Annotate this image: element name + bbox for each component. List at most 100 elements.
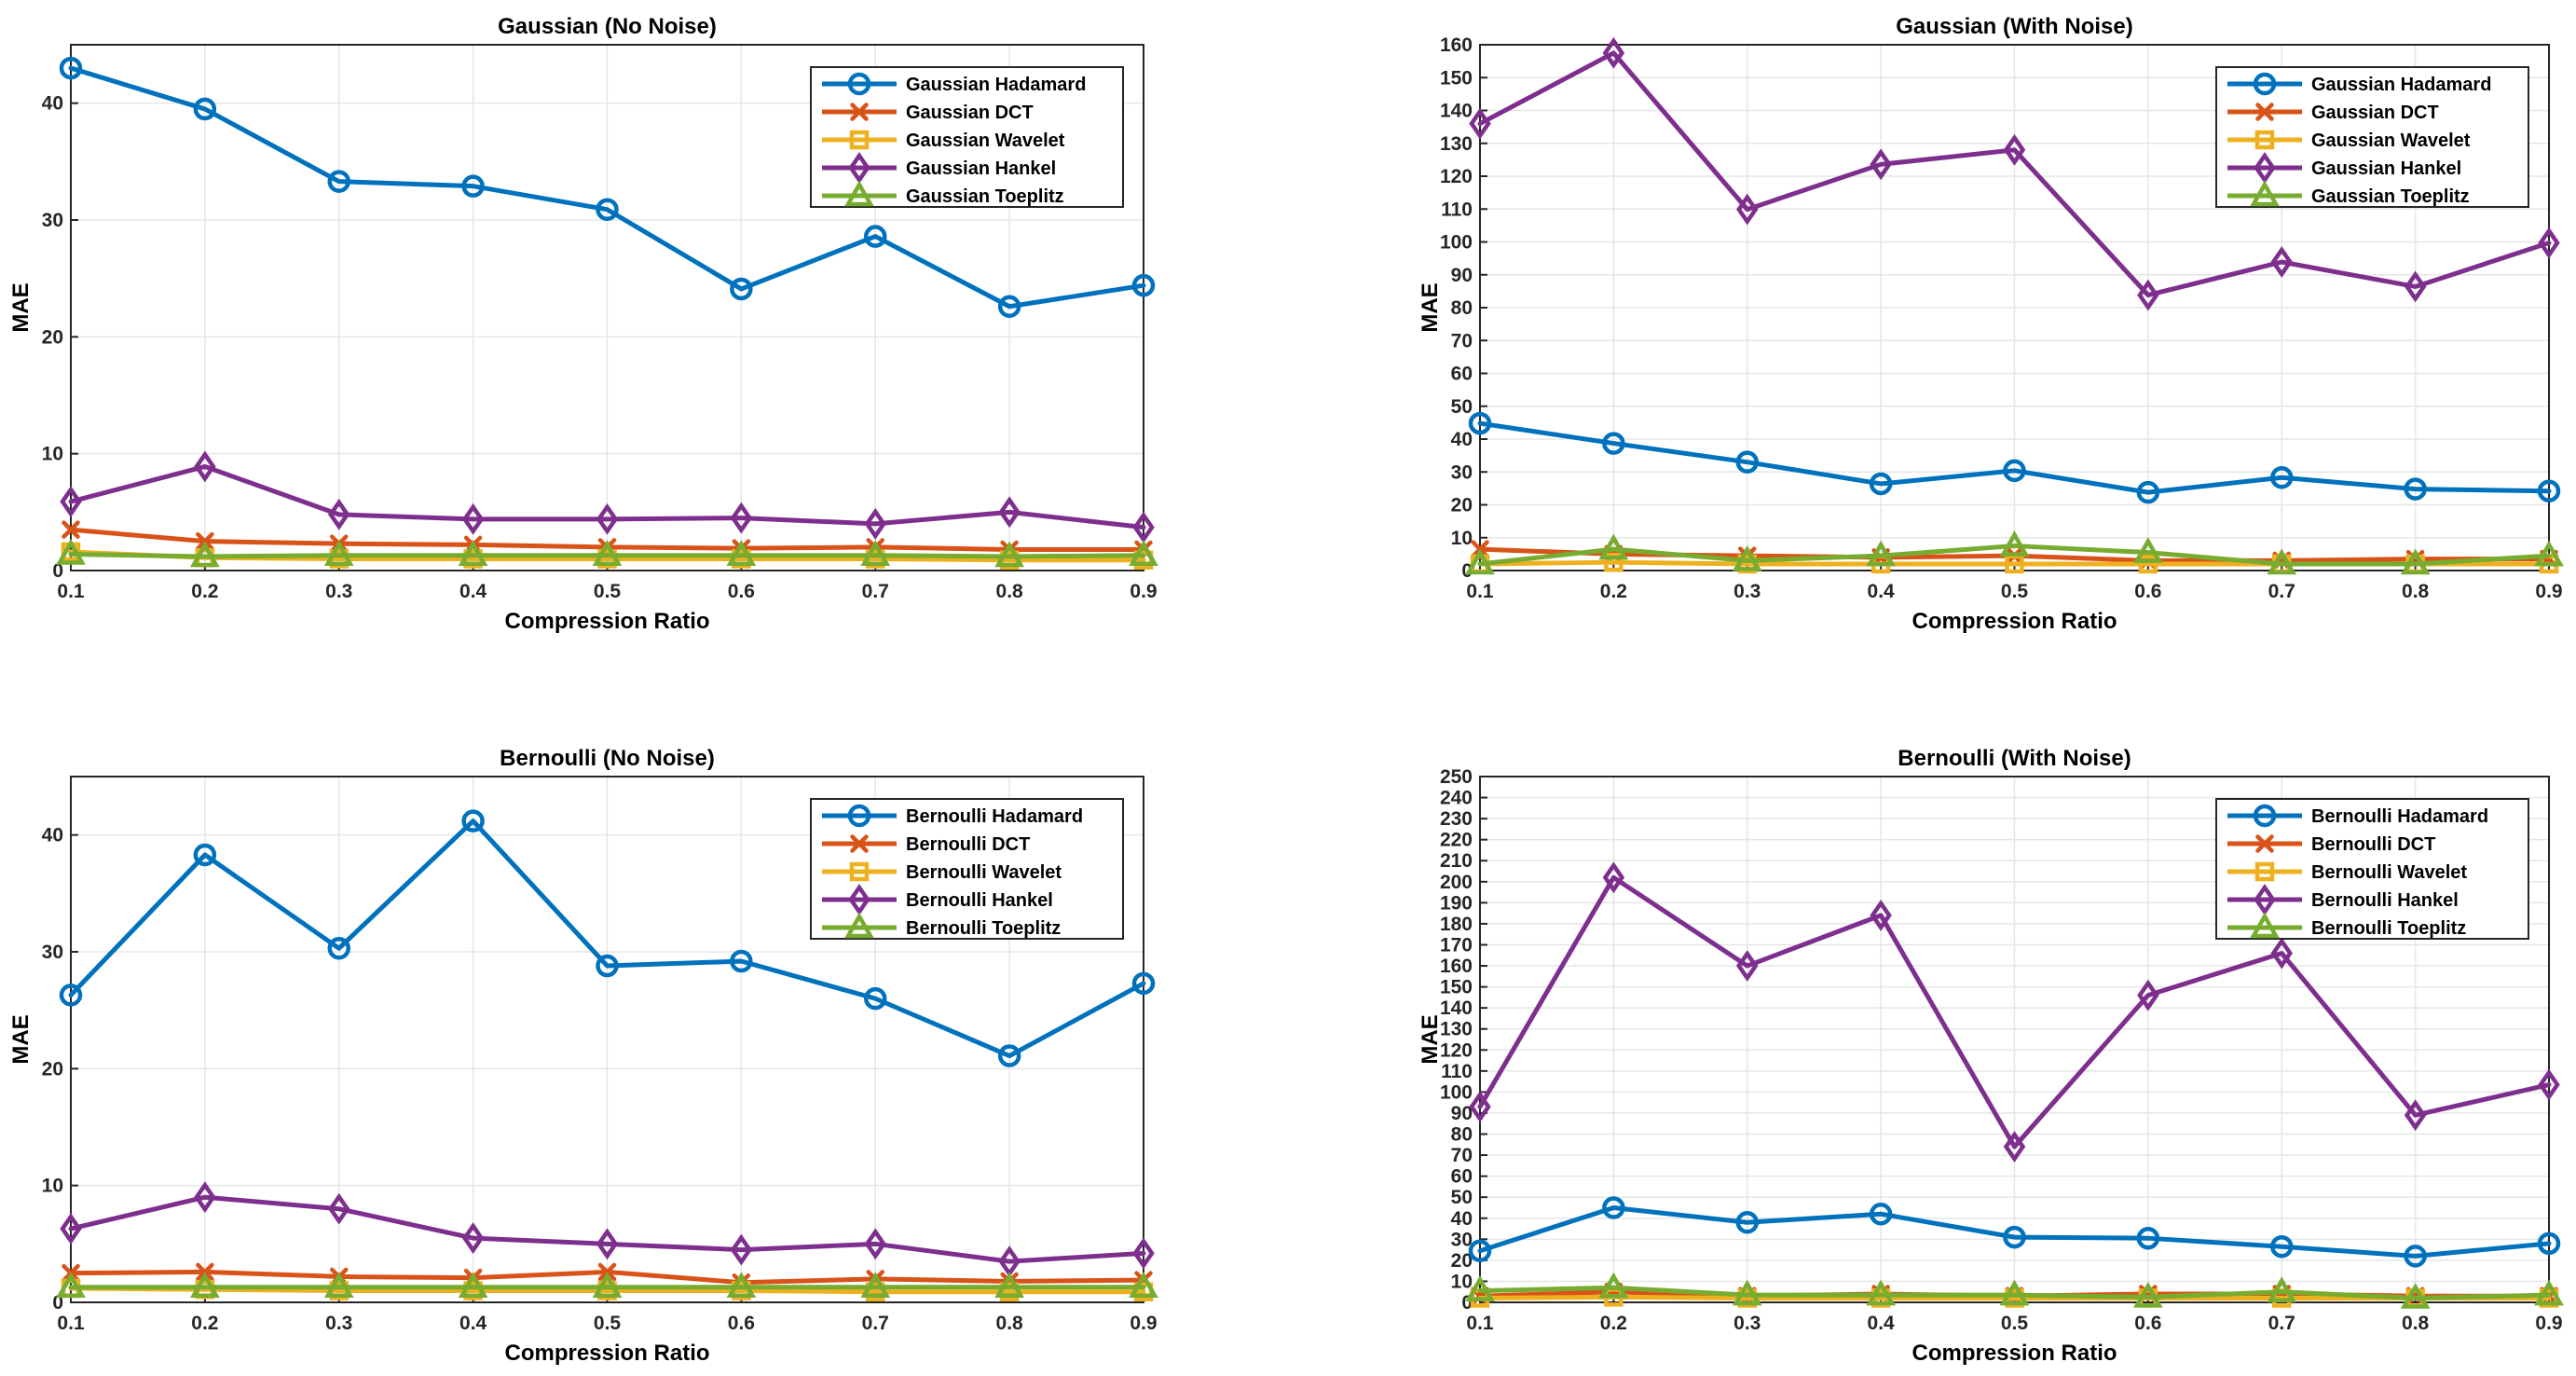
y-tick-label: 100 [1440, 1081, 1473, 1103]
x-tick-label: 0.5 [2001, 1313, 2029, 1334]
data-point [193, 97, 217, 121]
data-point [1602, 861, 1625, 894]
data-point [60, 1213, 82, 1245]
legend-label: Gaussian Hankel [2311, 158, 2461, 179]
data-point [56, 538, 86, 565]
data-point [1598, 533, 1629, 560]
legend-marker [850, 103, 869, 121]
legend-marker [2254, 152, 2276, 184]
y-tick-label: 60 [1451, 364, 1473, 385]
y-tick-label: 10 [1451, 528, 1473, 549]
x-axis-label: Compression Ratio [504, 609, 709, 634]
legend-marker [849, 130, 870, 150]
data-point [994, 541, 1025, 568]
data-point [2270, 246, 2293, 278]
x-axis-label: Compression Ratio [1911, 609, 2117, 634]
ticks: 0.1 0.2 0.3 0.4 0.5 0.6 0.7 0.8 0.9 0102030405060… [1440, 766, 2563, 1334]
y-tick-label: 130 [1440, 133, 1473, 155]
y-tick-label: 70 [1451, 330, 1473, 351]
series-gaussian-toeplitz [1465, 530, 2564, 575]
y-tick-label: 90 [1451, 1103, 1473, 1124]
data-point [1468, 1239, 1492, 1262]
data-point [458, 1272, 488, 1298]
data-point [56, 1272, 86, 1298]
data-point [2400, 548, 2431, 575]
y-tick-label: 0 [1461, 1292, 1473, 1314]
legend-marker [848, 152, 870, 184]
legend-marker [2254, 861, 2275, 882]
y-tick-label: 50 [1451, 1187, 1473, 1208]
x-tick-label: 0.4 [1868, 1313, 1896, 1334]
data-point [1870, 148, 1892, 181]
y-tick-label: 100 [1440, 232, 1473, 254]
data-point [327, 170, 350, 193]
legend-marker [847, 804, 871, 828]
legend-label: Bernoulli Wavelet [906, 862, 1062, 883]
x-tick-label: 0.3 [325, 1313, 352, 1334]
series-gaussian-hadamard [1468, 411, 2561, 504]
legend-label: Bernoulli DCT [906, 834, 1030, 855]
chart-title: Bernoulli (With Noise) [1898, 746, 2131, 771]
y-tick-label: 200 [1440, 872, 1473, 893]
data-point [2400, 1282, 2431, 1309]
y-tick-label: 160 [1440, 956, 1473, 977]
legend-label: Bernoulli Hankel [906, 890, 1053, 911]
y-axis-label: MAE [8, 282, 34, 332]
y-tick-label: 50 [1451, 396, 1473, 418]
legend-item: Gaussian Hankel [822, 152, 1056, 184]
legend-item: Bernoulli Wavelet [2227, 861, 2467, 883]
x-tick-label: 0.2 [191, 581, 218, 602]
x-tick-label: 0.1 [1466, 1313, 1494, 1334]
series-line [68, 1286, 1146, 1295]
y-tick-label: 190 [1440, 892, 1473, 914]
legend-item: Gaussian Toeplitz [2227, 180, 2470, 207]
legend-label: Gaussian DCT [2311, 103, 2439, 123]
y-tick-label: 210 [1440, 850, 1473, 872]
legend-marker [2255, 103, 2274, 121]
data-point [2267, 548, 2297, 575]
data-point [1598, 1272, 1629, 1299]
data-point [864, 1228, 886, 1260]
data-point [1870, 899, 1892, 931]
legend-label: Bernoulli Hadamard [906, 806, 1083, 827]
data-point [1736, 950, 1759, 982]
y-tick-label: 0 [52, 1292, 63, 1314]
y-tick-label: 240 [1440, 788, 1473, 809]
data-point [726, 1272, 757, 1298]
data-point [596, 1228, 619, 1260]
series-group [1465, 36, 2564, 575]
legend-marker [2250, 912, 2280, 939]
data-point [1999, 1279, 2030, 1306]
x-tick-label: 0.3 [1733, 1313, 1761, 1334]
y-tick-label: 40 [42, 93, 63, 115]
data-point [1469, 1091, 1491, 1123]
x-tick-label: 0.7 [862, 1313, 889, 1334]
series-line [1477, 1204, 2552, 1259]
y-tick-label: 20 [1451, 1250, 1473, 1272]
legend-marker [2253, 72, 2277, 96]
x-tick-label: 0.7 [862, 581, 889, 602]
data-point [2137, 979, 2159, 1011]
data-point [1602, 1196, 1625, 1219]
y-tick-label: 150 [1440, 977, 1473, 998]
data-point [596, 198, 619, 221]
y-tick-label: 0 [52, 560, 63, 582]
y-tick-label: 140 [1440, 998, 1473, 1019]
data-point [461, 174, 485, 198]
legend-label: Gaussian Toeplitz [2311, 186, 2470, 207]
data-point [1602, 36, 1625, 69]
series-line [68, 819, 1146, 1059]
series-gaussian-hankel [60, 450, 1155, 544]
legend-marker [2254, 884, 2276, 915]
data-point [2534, 540, 2564, 567]
legend-label: Bernoulli Hankel [2311, 890, 2459, 911]
data-point [323, 1272, 354, 1298]
x-tick-label: 0.5 [594, 581, 622, 602]
legend-label: Gaussian Hadamard [2311, 75, 2491, 95]
y-tick-label: 80 [1451, 297, 1473, 319]
legend-marker [849, 861, 870, 882]
data-point [1465, 548, 1495, 575]
legend-item: Gaussian DCT [822, 103, 1034, 123]
panel-gaussian-with-noise: 0.1 0.2 0.3 0.4 0.5 0.6 0.7 0.8 0.9 0 10 20 30 40 50 60… [1418, 14, 2564, 634]
y-tick-label: 170 [1440, 934, 1473, 956]
